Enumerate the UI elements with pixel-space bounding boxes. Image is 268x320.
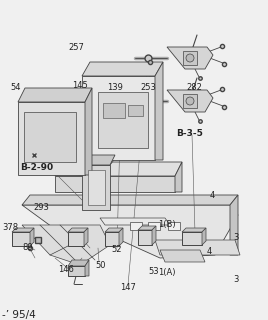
Polygon shape xyxy=(85,260,89,276)
Polygon shape xyxy=(148,222,160,230)
Text: 54: 54 xyxy=(10,84,20,92)
Polygon shape xyxy=(12,232,30,246)
Text: 3: 3 xyxy=(233,234,238,243)
Polygon shape xyxy=(167,90,213,112)
Polygon shape xyxy=(68,260,89,266)
Polygon shape xyxy=(183,51,197,65)
Polygon shape xyxy=(18,102,85,175)
Polygon shape xyxy=(167,47,213,69)
Polygon shape xyxy=(182,232,202,245)
Polygon shape xyxy=(183,94,197,108)
Text: 139: 139 xyxy=(107,84,123,92)
Polygon shape xyxy=(12,228,34,232)
Text: 4: 4 xyxy=(207,246,212,255)
Polygon shape xyxy=(182,228,206,232)
Polygon shape xyxy=(152,226,156,245)
Text: 4: 4 xyxy=(210,191,215,201)
Text: B-3-5: B-3-5 xyxy=(176,129,203,138)
Text: 52: 52 xyxy=(111,244,121,253)
Polygon shape xyxy=(155,240,240,255)
Text: 253: 253 xyxy=(140,84,156,92)
Polygon shape xyxy=(155,62,163,160)
Polygon shape xyxy=(130,222,142,230)
Polygon shape xyxy=(202,228,206,245)
Text: 282: 282 xyxy=(186,84,202,92)
Polygon shape xyxy=(105,228,123,232)
Polygon shape xyxy=(68,266,85,276)
Text: 1(A): 1(A) xyxy=(158,268,176,277)
Text: B-2-90: B-2-90 xyxy=(20,164,53,172)
Polygon shape xyxy=(138,230,152,245)
Polygon shape xyxy=(138,226,156,230)
Polygon shape xyxy=(88,170,105,205)
Polygon shape xyxy=(105,232,119,246)
Polygon shape xyxy=(119,228,123,246)
Polygon shape xyxy=(18,88,92,102)
Polygon shape xyxy=(22,195,238,205)
Text: 50: 50 xyxy=(95,260,106,269)
Text: 378: 378 xyxy=(2,222,18,231)
Circle shape xyxy=(186,97,194,105)
Polygon shape xyxy=(68,228,88,232)
Polygon shape xyxy=(175,162,182,192)
Polygon shape xyxy=(82,155,115,165)
Polygon shape xyxy=(22,225,110,265)
Text: 3: 3 xyxy=(233,276,238,284)
Polygon shape xyxy=(103,103,125,118)
Polygon shape xyxy=(128,105,143,116)
Text: -’ 95/4: -’ 95/4 xyxy=(2,310,36,320)
Polygon shape xyxy=(230,195,238,255)
Polygon shape xyxy=(30,228,34,246)
Polygon shape xyxy=(82,62,163,76)
Polygon shape xyxy=(55,176,175,192)
Polygon shape xyxy=(55,162,182,176)
Text: 147: 147 xyxy=(120,284,136,292)
Polygon shape xyxy=(82,76,155,160)
Text: 1(B): 1(B) xyxy=(158,220,176,229)
Polygon shape xyxy=(82,165,110,210)
Polygon shape xyxy=(22,205,238,258)
Polygon shape xyxy=(24,112,76,162)
Polygon shape xyxy=(98,92,148,148)
Text: 53: 53 xyxy=(148,267,159,276)
Text: 146: 146 xyxy=(58,266,74,275)
Text: 257: 257 xyxy=(68,44,84,52)
Polygon shape xyxy=(68,232,84,246)
Polygon shape xyxy=(100,218,170,225)
Polygon shape xyxy=(168,222,180,230)
Text: 145: 145 xyxy=(72,81,88,90)
Polygon shape xyxy=(84,228,88,246)
Text: 293: 293 xyxy=(33,203,49,212)
Text: 89: 89 xyxy=(22,244,33,252)
Polygon shape xyxy=(160,250,205,262)
Circle shape xyxy=(186,54,194,62)
Polygon shape xyxy=(85,88,92,175)
